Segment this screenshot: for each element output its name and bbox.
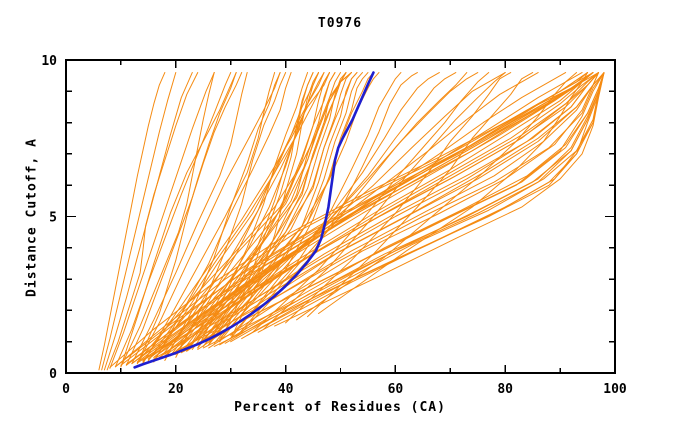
series-line <box>142 72 276 365</box>
series-line <box>158 72 600 358</box>
series-line <box>164 72 567 355</box>
series-line <box>186 72 600 352</box>
series-line <box>164 72 325 358</box>
series-line <box>153 72 583 358</box>
y-axis-label: Distance Cutoff, A <box>24 138 40 297</box>
x-axis-label: Percent of Residues (CA) <box>234 400 446 415</box>
series-line <box>106 72 199 371</box>
series-line <box>175 72 336 355</box>
series-line <box>186 72 331 352</box>
series-line <box>257 72 605 333</box>
series-line <box>285 72 512 324</box>
y-tick-label: 0 <box>49 367 57 382</box>
series-line <box>136 72 281 365</box>
x-tick-label: 40 <box>278 382 294 397</box>
y-tick-label: 10 <box>41 54 57 69</box>
series-line <box>114 72 232 368</box>
x-tick-label: 20 <box>168 382 184 397</box>
series-line <box>136 72 352 363</box>
series-line <box>274 72 605 327</box>
x-tick-label: 60 <box>388 382 404 397</box>
series-line <box>120 72 237 368</box>
series-line <box>120 72 594 366</box>
series-line <box>109 72 215 369</box>
series-line <box>136 72 237 365</box>
series-line <box>224 72 605 344</box>
series-line <box>241 72 605 340</box>
series-line <box>131 72 248 365</box>
y-tick-label: 5 <box>49 211 57 226</box>
series-line <box>318 72 589 315</box>
series-line <box>164 72 281 361</box>
series-line <box>153 72 292 363</box>
series-line <box>175 72 287 358</box>
series-line <box>120 72 215 368</box>
series-line <box>180 72 347 354</box>
series-line <box>114 72 594 368</box>
x-tick-label: 0 <box>62 382 70 397</box>
series-line <box>307 72 534 318</box>
series-line <box>142 72 331 363</box>
series-line-highlight <box>133 71 375 369</box>
series-line <box>263 72 506 330</box>
series-line <box>180 72 605 354</box>
series-line <box>101 72 177 371</box>
x-tick-label: 100 <box>603 382 627 397</box>
series-line <box>252 72 490 333</box>
series-line <box>296 72 578 321</box>
series-line <box>153 72 600 360</box>
series-line <box>164 72 605 358</box>
chart-title: T0976 <box>317 16 363 31</box>
series-line <box>235 72 468 338</box>
x-tick-label: 80 <box>497 382 513 397</box>
series-layer <box>98 71 605 371</box>
series-line <box>246 72 605 336</box>
axis-layer <box>65 59 616 374</box>
tick-label-layer: 0 20 40 60 80 100 0 5 10 <box>41 54 627 397</box>
series-line <box>109 72 589 368</box>
series-line <box>169 72 605 357</box>
series-line <box>197 72 600 351</box>
series-line <box>136 72 600 364</box>
series-line <box>98 72 166 371</box>
